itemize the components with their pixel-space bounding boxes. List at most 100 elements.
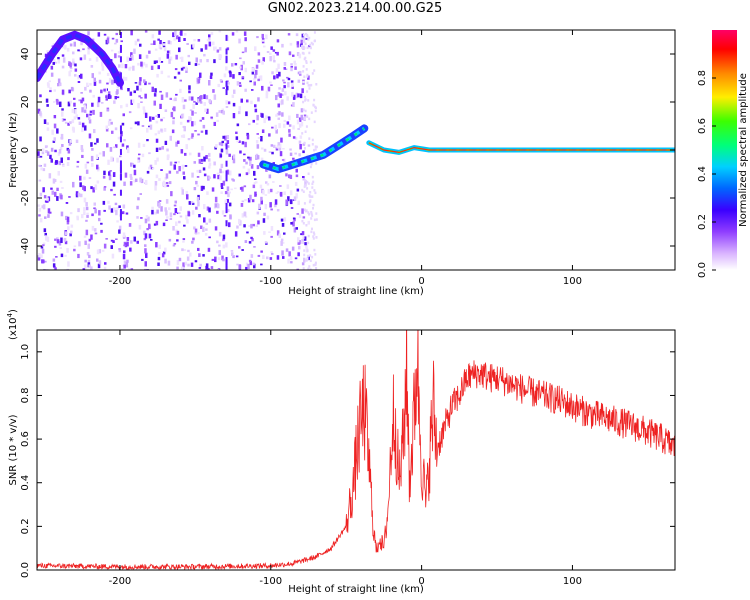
spectrogram-cell [208,162,212,166]
spectrogram-cell [315,83,318,86]
spectrogram-cell [290,67,293,72]
spectrogram-cell [306,75,309,78]
spectrogram-cell [227,82,230,85]
spectrogram-cell [256,114,259,121]
spectrogram-cell [69,100,72,104]
spectrogram-cell [231,178,234,181]
spectrogram-cell [118,225,122,231]
spectrogram-cell [139,177,142,183]
spectrogram-cell [74,74,77,77]
spectrogram-cell [197,247,200,251]
spectrogram-cell [124,76,128,81]
spectrogram-cell [287,258,290,264]
spectrogram-cell [286,184,290,189]
spectrogram-cell [194,112,197,114]
spectrogram-cell [73,97,76,100]
spectrogram-cell [174,161,177,164]
spectrogram-cell [288,129,291,133]
spectrogram-cell [168,170,172,174]
spectrogram-cell [118,205,121,208]
spectrogram-cell [228,153,231,157]
spectrogram-cell [283,191,286,195]
spectrogram-cell [127,88,130,92]
spectrogram-cell [153,100,156,106]
spectrogram-cell [265,90,269,95]
spectrogram-cell [272,49,276,52]
spectrogram-cell [311,195,314,198]
spectrogram-cell [307,172,310,175]
spectrogram-cell [83,211,86,215]
spectrogram-cell [282,148,285,150]
spectrogram-cell [195,102,198,105]
spectrogram-cell [304,42,307,46]
spectrogram-cell [236,263,239,266]
spectrogram-cell [295,168,298,173]
spectrogram-cell [103,186,107,188]
spectrogram-cell [61,118,65,122]
spectrogram-cell [236,81,240,86]
spectrogram-cell [134,40,138,46]
spectrogram-cell [290,104,294,107]
spectrogram-cell [305,125,308,128]
spectrogram-cell [138,95,141,98]
spectrogram-cell [270,46,273,50]
spectrogram-cell [189,109,193,111]
spectrogram-cell [159,90,162,93]
spectrogram-cell [125,261,129,268]
spectrogram-cell [261,85,264,91]
spectrogram-cell [199,95,202,102]
spectrogram-cell [105,98,108,101]
spectrogram-cell [200,48,203,52]
spectrogram-cell [155,120,159,124]
spectrogram-cell [313,248,316,252]
spectrogram-cell [169,218,173,220]
spectrogram-cell [196,184,199,187]
spectrogram-cell [89,113,92,116]
spectrogram-cell [123,264,126,269]
spectrogram-cell [54,191,57,197]
spectrogram-cell [252,184,256,189]
spectrogram-cell [69,67,73,70]
snr-scale-prefix: (x10 [8,317,19,340]
spectrogram-cell [92,109,95,115]
spectrogram-cell [311,138,314,142]
spectrogram-cell [160,128,163,132]
spectrogram-cell [300,233,303,236]
spectrogram-cell [226,186,230,192]
spectrogram-cell [240,203,244,207]
spectrogram-cell [286,76,289,79]
spectrogram-cell [63,118,66,121]
spectrogram-cell [294,66,297,70]
spectrogram-cell [310,41,313,45]
spectrogram-cell [140,178,144,184]
spectrogram-cell [302,143,306,146]
spectrogram-cell [244,240,248,243]
spectrogram-cell [48,173,52,179]
spectrogram-cell [69,121,72,125]
spectrogram-cell [275,95,278,101]
spectrogram-cell [280,137,283,143]
spectrogram-cell [313,120,316,124]
spectrogram-cell [241,141,245,145]
spectrogram-cell [276,209,280,212]
spectrogram-cell [291,82,294,87]
spectrogram-cell [137,197,140,201]
spectrogram-cell [234,63,238,66]
spectrogram-cell [225,89,228,96]
spectrogram-cell [168,207,171,211]
spectrogram-cell [60,157,63,163]
spectrogram-cell [201,146,204,151]
spectrogram-tracks [37,30,675,174]
spectrogram-cell [183,176,186,180]
spectrogram-cell [238,38,241,44]
spectrogram-cell [178,220,181,224]
spectrogram-cell [94,232,98,235]
spectrogram-cell [39,111,42,116]
spectrogram-cell [144,81,147,86]
spectrogram-cell [287,33,291,36]
spectrogram-cell [125,103,129,108]
spectrogram-cell [296,119,300,125]
spectrogram-cell [82,185,85,190]
spectrogram-cell [283,232,286,235]
spectrogram-cell [39,136,42,142]
